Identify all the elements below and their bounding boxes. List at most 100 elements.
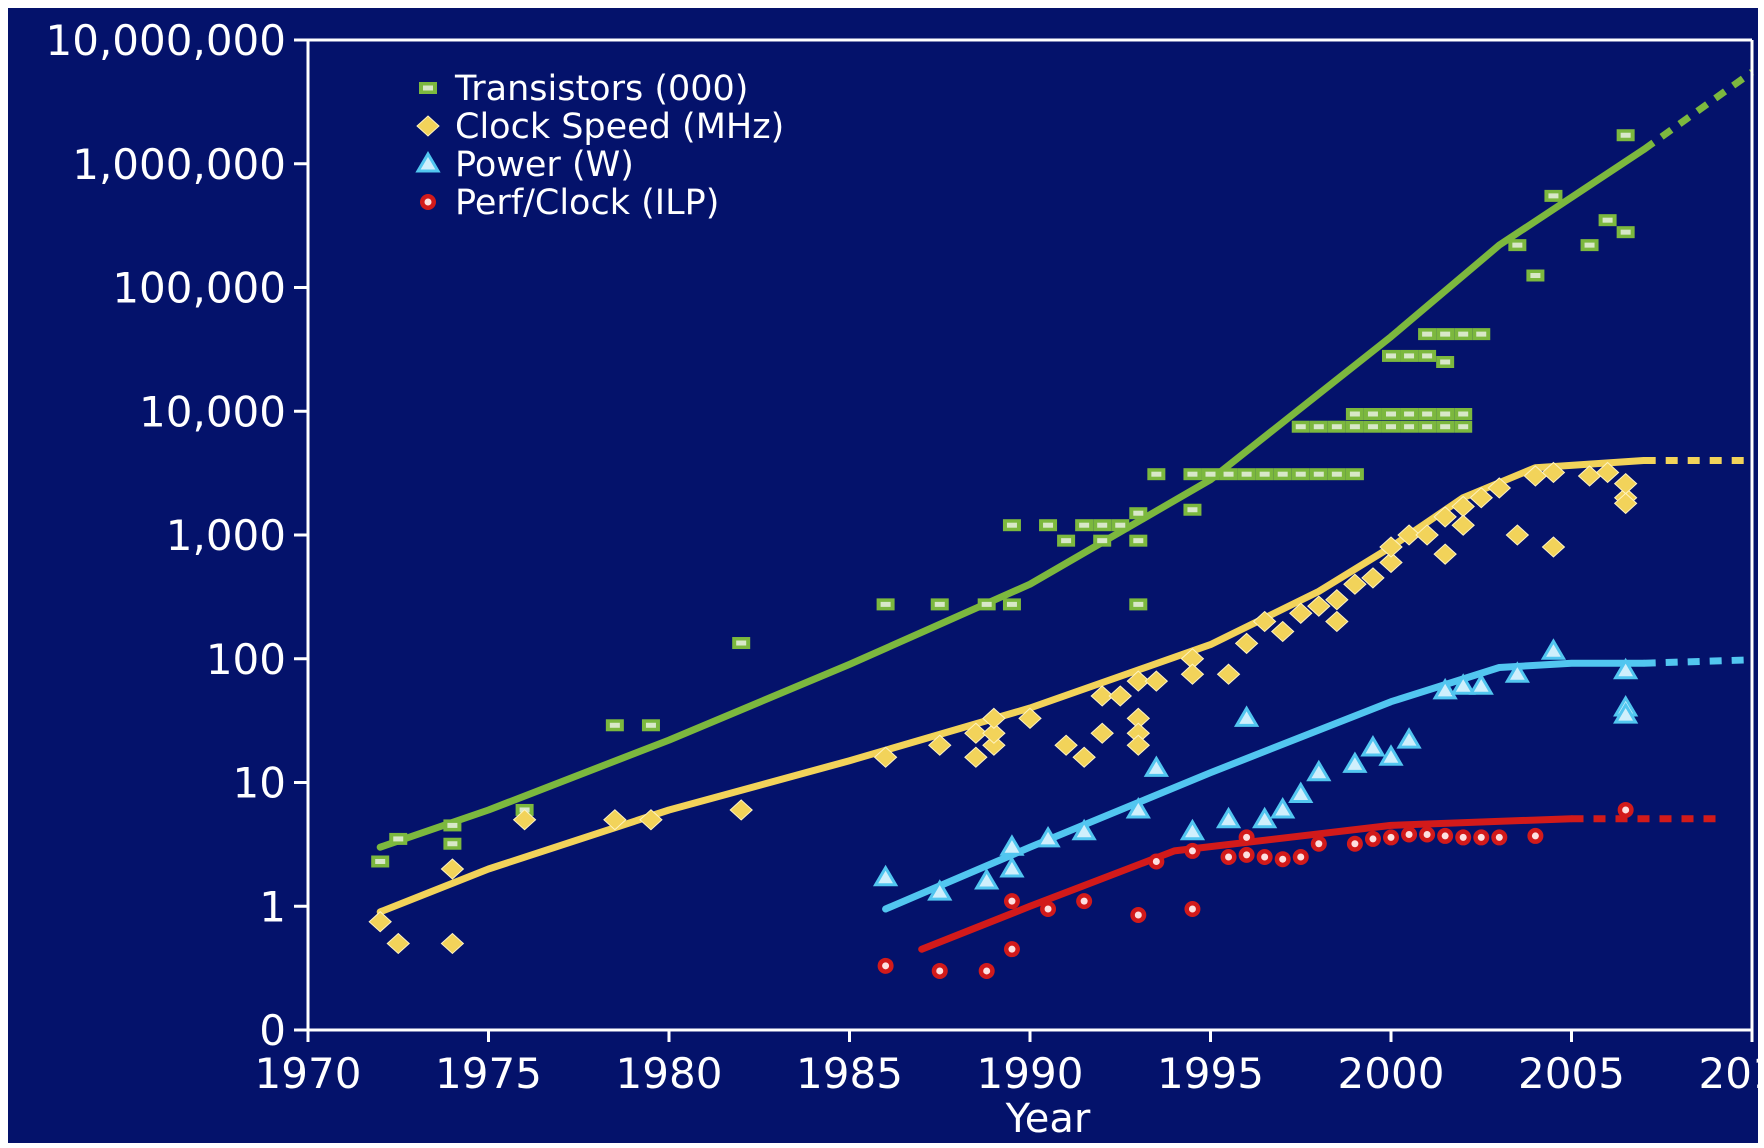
transistor-marker [1002,519,1021,532]
clock-speed-marker [1126,670,1151,692]
power-marker [974,868,1000,890]
legend-clock-speed-marker [416,115,440,137]
clock-speed-marker [1325,610,1349,633]
perf-clock-marker [1040,901,1057,918]
transistor-marker [876,598,895,611]
power-marker [1035,825,1061,848]
clock-speed-marker [1126,734,1151,756]
perf-clock-marker [1220,849,1237,866]
transistor-marker [1400,349,1419,362]
transistor-marker [1345,420,1364,433]
perf-clock-marker [931,962,948,979]
transistor-marker [1129,598,1148,611]
clock-speed-marker [639,809,663,831]
transistor-marker [1273,468,1292,481]
clock-speed-marker [1108,685,1132,707]
perf-clock-marker [1419,826,1436,843]
transistor-marker [1111,519,1130,532]
clock-speed-marker [1054,734,1078,756]
clock-speed-marker [1072,746,1096,768]
axes: 1970 1975 1980 1985 1990 1995 2000 2005 2010 0 1 10… [46,16,1764,1098]
power-marker [1252,806,1278,829]
power-marker [1233,705,1260,727]
transistor-marker [1454,408,1473,421]
transistor-marker [732,637,751,650]
clock-speed-marker [1018,707,1042,730]
y-tick-label: 10,000 [139,387,286,436]
transistor-marker [1382,420,1400,433]
y-tick-label: 10,000,000 [46,16,286,65]
transistor-marker [641,719,660,732]
perf-clock-marker [1274,851,1291,868]
transistor-marker [1057,534,1076,547]
trend-line [376,457,1648,916]
legend-perf-clock-marker [420,194,436,210]
clock-speed-marker [1144,670,1169,692]
transistor-marker [1382,349,1400,362]
clock-speed-marker [1613,492,1638,515]
clock-speed-marker [1505,524,1530,546]
transistor-marker [605,719,624,732]
legend-label: Perf/Clock (ILP) [455,183,719,223]
perf-clock-marker [1364,830,1381,847]
transistor-marker [1400,420,1419,433]
transistor-marker [1129,534,1148,547]
trend-line [918,815,1575,953]
transistor-marker [930,598,949,611]
trend-line [376,146,1648,851]
transistor-marker [1291,420,1310,433]
clock-speed-marker [1595,461,1620,484]
perf-clock-marker [1130,906,1147,923]
transistor-marker [1544,189,1563,202]
clock-speed-marker [1397,524,1421,546]
x-tick-label: 1970 [255,1049,362,1098]
perf-clock-marker [1238,846,1255,863]
power-marker [1613,702,1639,724]
x-tick-label: 1980 [616,1049,723,1098]
perf-clock-marker [1003,893,1020,910]
perf-clock-marker [1455,829,1472,846]
perf-clock-marker [1184,842,1201,859]
clock-speed-marker [982,722,1006,744]
clock-speed-marker [982,734,1006,756]
power-marker [1504,661,1530,683]
legend-label: Transistors (000) [454,69,748,109]
transistor-marker [1291,468,1310,481]
power-marker [1306,759,1332,782]
transistor-marker [1147,468,1166,481]
y-tick-label: 100 [206,635,286,684]
transistor-marker [1327,468,1346,481]
transistor-marker [1237,468,1256,481]
perf-clock-marker [1184,901,1201,918]
clock-speed-marker [982,707,1006,730]
clock-speed-marker [1379,551,1403,574]
transistor-marker [1526,269,1545,282]
power-marker [1432,677,1458,700]
power-marker [1179,818,1206,841]
transistor-marker [1255,468,1274,481]
power-marker [1450,673,1476,695]
y-tick-label: 1,000 [166,511,286,560]
legend-label: Clock Speed (MHz) [455,107,784,147]
legend: Transistors (000)Clock Speed (MHz)Power … [415,69,784,223]
transistor-marker [1400,408,1419,421]
power-marker [1613,657,1639,680]
transistor-marker [1002,598,1021,611]
clock-speed-marker [729,799,753,821]
y-tick-label: 0 [259,1006,286,1055]
power-marker [999,834,1025,856]
transistor-marker [1436,408,1455,421]
transistor-marker [1363,408,1382,421]
clock-speed-marker [1180,663,1205,685]
perf-clock-marker [1473,829,1490,846]
power-marker [1215,806,1242,829]
clock-speed-marker [873,746,898,768]
clock-speed-marker [368,911,392,933]
transistor-marker [1580,239,1599,252]
x-axis-title: Year [1005,1096,1091,1142]
transistor-marker [1309,468,1328,481]
transistor-marker [1363,420,1382,433]
clock-speed-marker [603,809,627,831]
